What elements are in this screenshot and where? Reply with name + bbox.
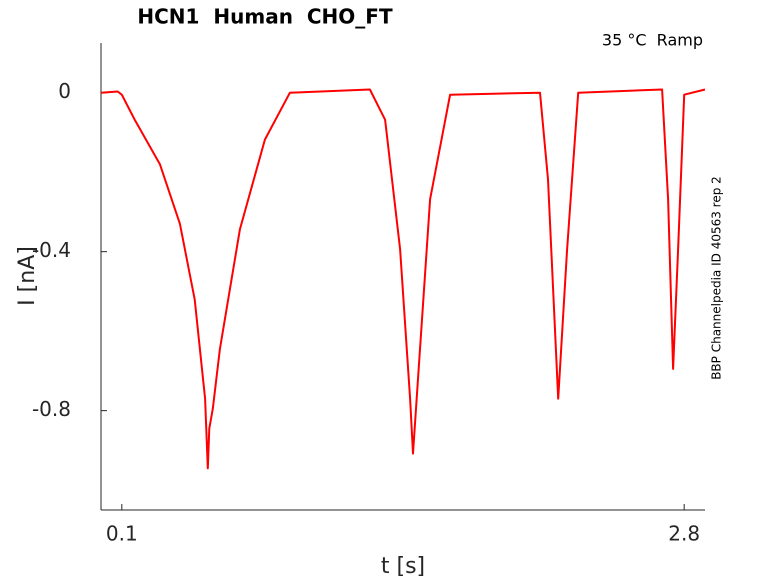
y-tick-label: -0.8 xyxy=(32,397,71,421)
y-axis-label: I [nA] xyxy=(15,246,40,306)
annotation: BBP Channelpedia ID 40563 rep 2 xyxy=(710,176,724,380)
chart-title: HCN1 Human CHO_FT xyxy=(137,5,393,29)
y-tick-label: 0 xyxy=(58,79,71,103)
trace-line xyxy=(100,88,706,470)
x-axis-label: t [s] xyxy=(381,554,425,579)
x-tick-label: 2.8 xyxy=(668,522,700,546)
y-tick-label: -0.4 xyxy=(32,238,71,262)
subtitle: 35 °C Ramp xyxy=(602,31,703,50)
x-tick-label: 0.1 xyxy=(106,522,138,546)
